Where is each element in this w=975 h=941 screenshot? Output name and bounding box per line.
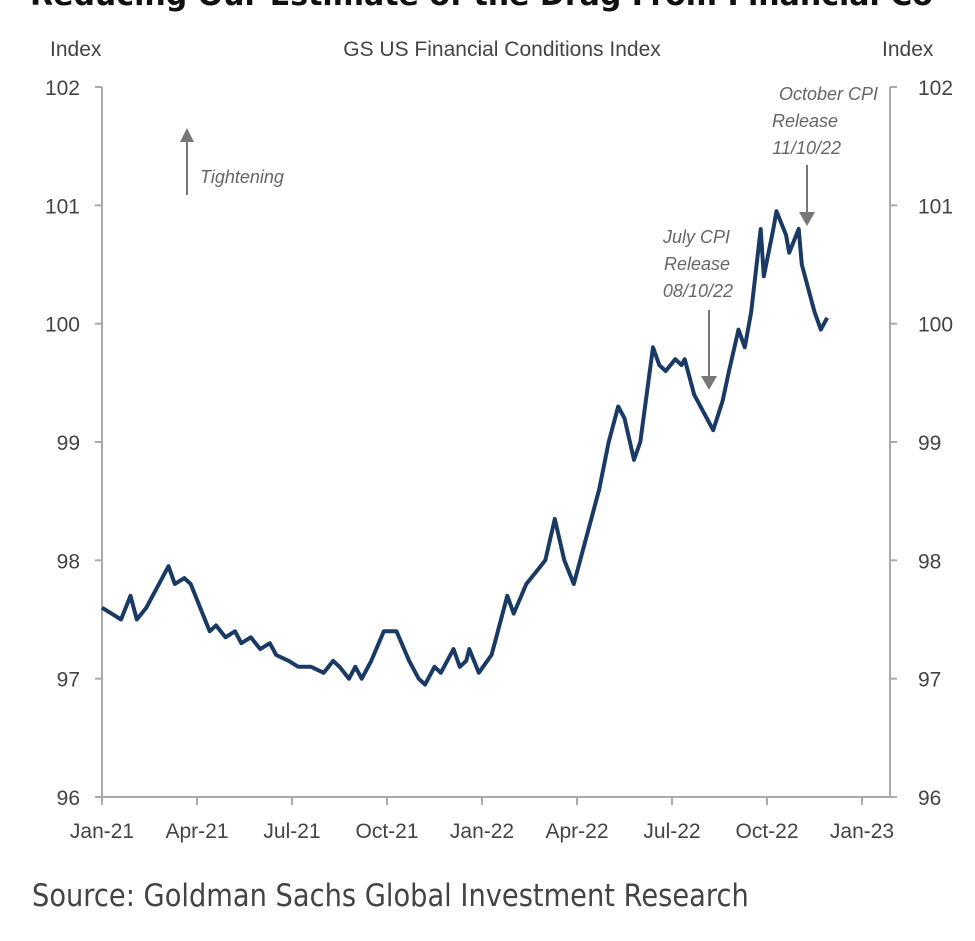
y-tick-label-left: 100 (45, 314, 80, 337)
y-tick-label-right: 102 (918, 77, 953, 100)
y-tick-label-right: 96 (918, 787, 941, 810)
july-cpi-line1: July CPI (662, 227, 730, 247)
july-cpi-line3: 08/10/22 (663, 281, 733, 301)
arrow-down-icon (701, 376, 717, 390)
y-tick-label-right: 101 (918, 195, 953, 218)
oct-cpi-line2: Release (772, 111, 838, 131)
series-line-fci (100, 209, 829, 687)
chart-title: GS US Financial Conditions Index (343, 38, 661, 61)
x-tick-label: Apr-21 (165, 820, 228, 843)
oct-cpi-line3: 11/10/22 (772, 138, 841, 158)
y-tick-label-left: 99 (57, 432, 80, 455)
x-tick-label: Jan-22 (450, 820, 514, 843)
y-tick-label-left: 97 (57, 669, 80, 692)
arrow-up-icon (180, 128, 194, 142)
tightening-label: Tightening (200, 167, 284, 187)
x-tick-label: Oct-22 (735, 820, 798, 843)
page-title: Reducing Our Estimate of the Drag From F… (30, 0, 933, 13)
y-tick-label-left: 101 (45, 195, 80, 218)
left-axis-label: Index (50, 38, 102, 61)
right-axis-label: Index (882, 38, 934, 61)
y-tick-label-left: 98 (57, 550, 80, 573)
y-tick-label-right: 99 (918, 432, 941, 455)
x-tick-label: Jul-21 (263, 820, 320, 843)
x-tick-label: Jul-22 (643, 820, 700, 843)
source-note: Source: Goldman Sachs Global Investment … (32, 878, 749, 914)
oct-cpi-line1: October CPI (779, 84, 878, 104)
x-tick-label: Oct-21 (355, 820, 418, 843)
x-tick-label: Jan-21 (70, 820, 134, 843)
x-tick-label: Apr-22 (545, 820, 608, 843)
arrow-down-icon (799, 212, 815, 226)
y-tick-label-right: 97 (918, 669, 941, 692)
y-tick-label-right: 100 (918, 314, 953, 337)
y-tick-label-left: 96 (57, 787, 80, 810)
july-cpi-line2: Release (664, 254, 730, 274)
y-tick-label-right: 98 (918, 550, 941, 573)
x-tick-label: Jan-23 (830, 820, 894, 843)
y-tick-label-left: 102 (45, 77, 80, 100)
